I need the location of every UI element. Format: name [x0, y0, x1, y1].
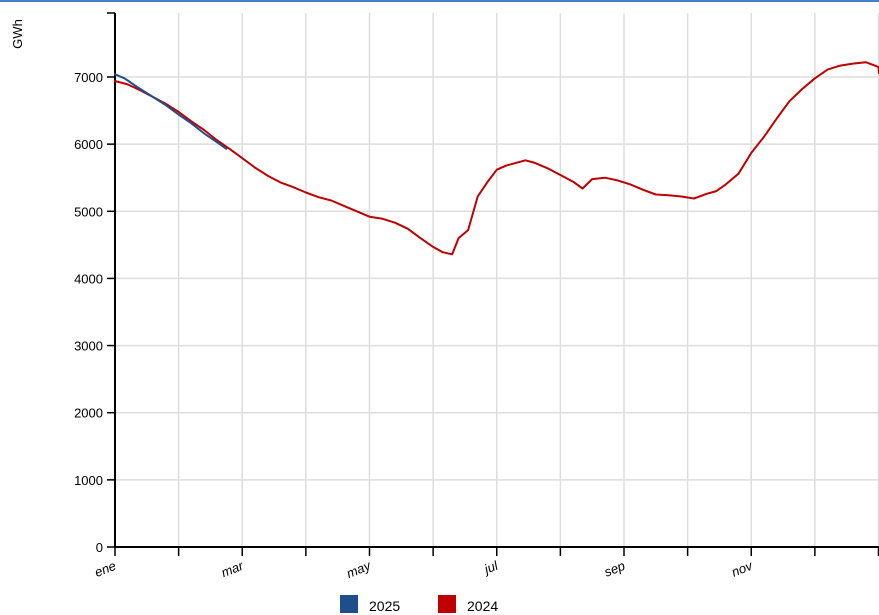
top-border-rule — [0, 0, 879, 2]
y-tick-label: 6000 — [74, 137, 103, 152]
y-tick-label: 7000 — [74, 70, 103, 85]
y-tick-label: 1000 — [74, 473, 103, 488]
y-tick-label: 4000 — [74, 271, 103, 286]
legend-swatch-2024 — [438, 595, 456, 613]
x-tick-label: nov — [729, 557, 755, 579]
x-tick-label: sep — [602, 558, 627, 580]
y-tick-label: 5000 — [74, 204, 103, 219]
grid — [115, 13, 879, 547]
legend-swatch-2025 — [340, 595, 358, 613]
legend-label-2025: 2025 — [369, 598, 400, 614]
legend-label-2024: 2024 — [467, 598, 498, 614]
x-tick-label: jul — [480, 557, 501, 577]
axes: 0 1000 2000 3000 4000 5000 6000 7000 ene mar may ju… — [74, 12, 879, 581]
y-tick-label: 2000 — [74, 406, 103, 421]
series-line-2024 — [114, 61, 879, 256]
y-axis-title: GWh — [10, 19, 25, 49]
y-tick-label: 3000 — [74, 339, 103, 354]
x-tick-label: mar — [219, 558, 246, 581]
series-lines — [114, 61, 879, 256]
y-tick-label: 0 — [96, 540, 103, 555]
legend: 2025 2024 — [340, 595, 498, 614]
series-line-2025 — [114, 73, 228, 150]
x-tick-label: may — [344, 557, 374, 581]
x-tick-label: ene — [92, 558, 118, 580]
